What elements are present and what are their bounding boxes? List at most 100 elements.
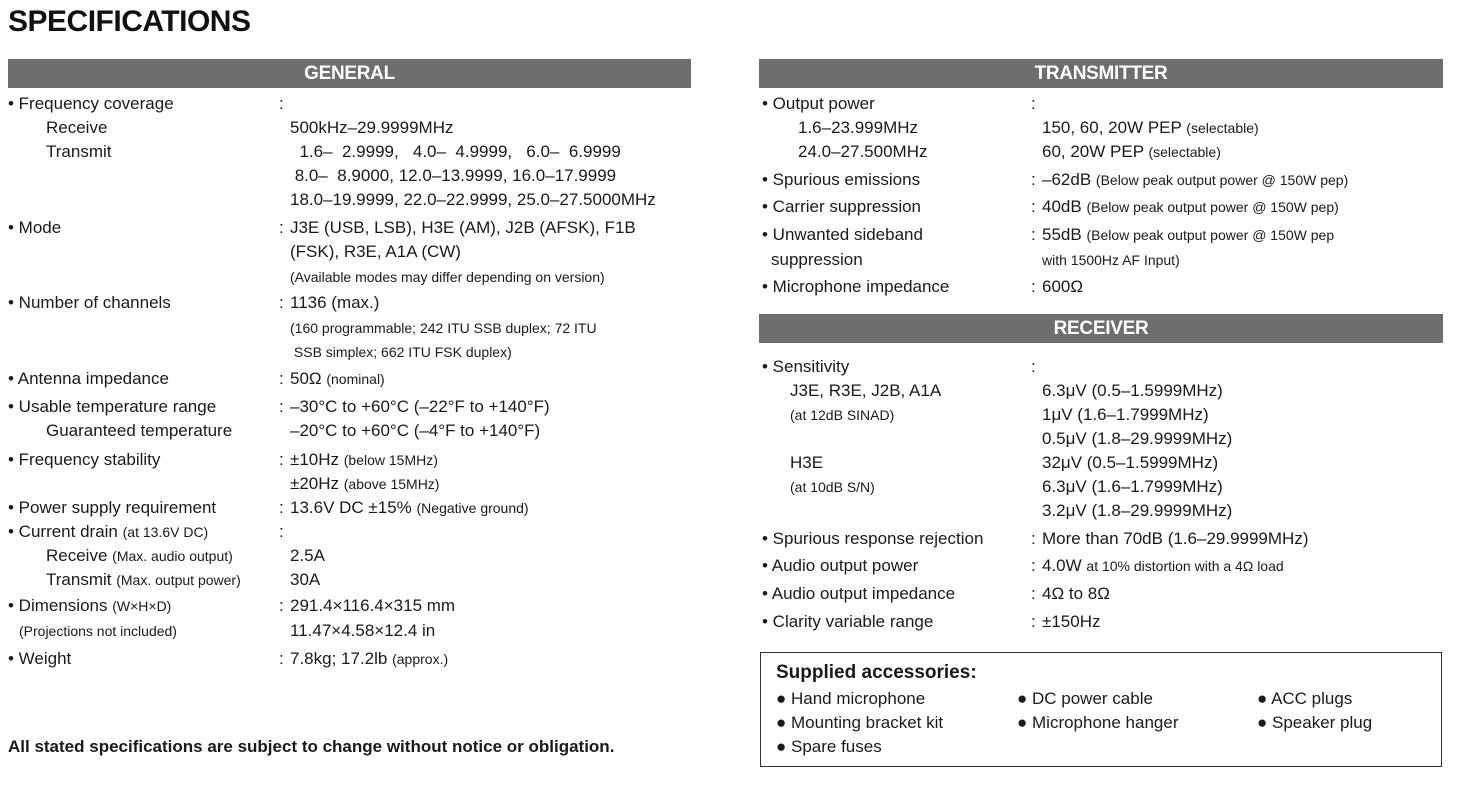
spec-label: • Sensitivity bbox=[762, 356, 849, 378]
spec-label-note: (W×H×D) bbox=[112, 598, 172, 614]
spec-value: ±150Hz bbox=[1042, 611, 1100, 633]
spec-value-text: 0.5μV (1.8–29.9999MHz) bbox=[1042, 429, 1233, 448]
spec-row: • Dimensions (W×H×D):291.4×116.4×315 mm bbox=[0, 595, 1464, 617]
spec-row: • Carrier suppression:40dB (Below peak o… bbox=[0, 196, 1464, 218]
spec-value-note: (above 15MHz) bbox=[343, 476, 440, 492]
accessory-label: Microphone hanger bbox=[1032, 713, 1179, 732]
spec-row: • Antenna impedance:50Ω (nominal) bbox=[0, 368, 1464, 390]
spec-value: –62dB (Below peak output power @ 150W pe… bbox=[1042, 169, 1348, 191]
spec-label: • Number of channels bbox=[8, 292, 171, 314]
spec-label-text: • Spurious response rejection bbox=[762, 529, 984, 548]
spec-value: 8.0– 8.9000, 12.0–13.9999, 16.0–17.9999 bbox=[290, 165, 616, 187]
spec-label-text: Transmit bbox=[46, 570, 112, 589]
spec-label: (at 10dB S/N) bbox=[790, 476, 875, 498]
spec-value: 0.5μV (1.8–29.9999MHz) bbox=[1042, 428, 1232, 450]
accessory-item: ● Microphone hanger bbox=[1017, 713, 1178, 733]
spec-value-text: 1136 (max.) bbox=[290, 293, 380, 312]
spec-value-note: (nominal) bbox=[326, 371, 385, 387]
spec-label: • Microphone impedance bbox=[762, 276, 949, 298]
colon-separator: : bbox=[279, 649, 284, 668]
spec-value-note: (Below peak output power @ 150W pep) bbox=[1086, 199, 1339, 215]
spec-label-text: suppression bbox=[771, 250, 863, 269]
spec-row: • Number of channels:1136 (max.) bbox=[0, 292, 1464, 314]
spec-label: • Mode bbox=[8, 217, 61, 239]
colon-separator: : bbox=[1031, 170, 1036, 189]
spec-row: J3E, R3E, J2B, A1A 6.3μV (0.5–1.5999MHz) bbox=[0, 380, 1464, 402]
spec-value: J3E (USB, LSB), H3E (AM), J2B (AFSK), F1… bbox=[290, 217, 636, 239]
spec-label-text: Receive bbox=[46, 546, 108, 565]
supplied-accessories-box: Supplied accessories: ● Hand microphone ●… bbox=[760, 652, 1442, 767]
spec-label: Receive bbox=[46, 117, 107, 139]
spec-label: • Output power bbox=[762, 93, 875, 115]
spec-label-text: • Frequency coverage bbox=[8, 94, 174, 113]
spec-label-text: 24.0–27.500MHz bbox=[798, 142, 928, 161]
spec-label-note: (Max. output power) bbox=[116, 572, 241, 588]
spec-value-text: 6.3μV (1.6–1.7999MHz) bbox=[1042, 477, 1223, 496]
spec-value-text: 55dB bbox=[1042, 225, 1082, 244]
spec-value-text: 11.47×4.58×12.4 in bbox=[290, 621, 436, 640]
spec-label: (at 12dB SINAD) bbox=[790, 404, 894, 426]
spec-value: 2.5A bbox=[290, 545, 325, 567]
spec-value-text: 6.3μV (0.5–1.5999MHz) bbox=[1042, 381, 1223, 400]
spec-label: suppression bbox=[771, 249, 863, 271]
colon-separator: : bbox=[279, 498, 284, 517]
spec-value: 7.8kg; 17.2lb (approx.) bbox=[290, 648, 448, 670]
spec-row: ±20Hz (above 15MHz) bbox=[0, 473, 1464, 495]
spec-value: 6.3μV (1.6–1.7999MHz) bbox=[1042, 476, 1223, 498]
spec-label-text: • Microphone impedance bbox=[762, 277, 950, 296]
spec-value: ±20Hz (above 15MHz) bbox=[290, 473, 439, 495]
spec-row: (160 programmable; 242 ITU SSB duplex; 7… bbox=[0, 317, 1464, 339]
spec-row: 18.0–19.9999, 22.0–22.9999, 25.0–27.5000… bbox=[0, 189, 1464, 211]
spec-value-text: ±20Hz bbox=[290, 474, 340, 493]
spec-value-text: 8.0– 8.9000, 12.0–13.9999, 16.0–17.9999 bbox=[290, 166, 617, 185]
spec-row: • Spurious response rejection: More than … bbox=[0, 528, 1464, 550]
colon-separator: : bbox=[279, 397, 284, 416]
spec-label: 1.6–23.999MHz bbox=[798, 117, 918, 139]
spec-label: H3E bbox=[790, 452, 823, 474]
spec-label-text: • Clarity variable range bbox=[762, 612, 934, 631]
bullet-icon: ● bbox=[776, 689, 791, 708]
colon-separator: : bbox=[279, 94, 284, 113]
spec-value: 18.0–19.9999, 22.0–22.9999, 25.0–27.5000… bbox=[290, 189, 656, 211]
spec-value-note: at 10% distortion with a 4Ω load bbox=[1086, 558, 1284, 574]
spec-row: • Audio output impedance:4Ω to 8Ω bbox=[0, 583, 1464, 605]
spec-label-note: (at 12dB SINAD) bbox=[790, 407, 895, 423]
spec-value-text: 1.6– 2.9999, 4.0– 4.9999, 6.0– 6.9999 bbox=[290, 142, 621, 161]
spec-value: 3.2μV (1.8–29.9999MHz) bbox=[1042, 500, 1232, 522]
spec-value: 291.4×116.4×315 mm bbox=[290, 595, 455, 617]
spec-value-note: with 1500Hz AF Input) bbox=[1042, 252, 1180, 268]
spec-value-note: (Below peak output power @ 150W pep) bbox=[1095, 172, 1349, 188]
accessory-label: Mounting bracket kit bbox=[791, 713, 944, 732]
colon-separator: : bbox=[279, 450, 284, 469]
spec-label: • Current drain (at 13.6V DC) bbox=[8, 521, 208, 543]
spec-label: Guaranteed temperature bbox=[46, 420, 232, 442]
spec-row: 24.0–27.500MHz 60, 20W PEP (selectable) bbox=[0, 141, 1464, 163]
spec-row: (at 10dB S/N) 6.3μV (1.6–1.7999MHz) bbox=[0, 476, 1464, 498]
spec-label: Receive (Max. audio output) bbox=[46, 545, 233, 567]
spec-value: ±10Hz (below 15MHz) bbox=[290, 449, 438, 471]
bullet-icon: ● bbox=[1257, 689, 1272, 708]
colon-separator: : bbox=[1031, 357, 1036, 376]
spec-label-note: (at 10dB S/N) bbox=[790, 479, 875, 495]
colon-separator: : bbox=[1031, 584, 1036, 603]
spec-value-text: –62dB bbox=[1042, 170, 1092, 189]
bullet-icon: ● bbox=[1257, 713, 1272, 732]
spec-label-text: J3E, R3E, J2B, A1A bbox=[790, 381, 942, 400]
colon-separator: : bbox=[279, 293, 284, 312]
accessories-title: Supplied accessories: bbox=[776, 662, 977, 683]
spec-row: (Projections not included) 11.47×4.58×12.… bbox=[0, 620, 1464, 642]
colon-separator: : bbox=[1031, 612, 1036, 631]
spec-label-text: • Output power bbox=[762, 94, 875, 113]
spec-label-text: • Number of channels bbox=[8, 293, 171, 312]
spec-value: 1.6– 2.9999, 4.0– 4.9999, 6.0– 6.9999 bbox=[290, 141, 621, 163]
spec-row: 3.2μV (1.8–29.9999MHz) bbox=[0, 500, 1464, 522]
spec-row: • Spurious emissions: –62dB (Below peak o… bbox=[0, 169, 1464, 191]
spec-row: • Frequency stability: ±10Hz (below 15MHz… bbox=[0, 449, 1464, 471]
spec-label-text: • Usable temperature range bbox=[8, 397, 217, 416]
spec-value: 1μV (1.6–1.7999MHz) bbox=[1042, 404, 1209, 426]
spec-row: 0.5μV (1.8–29.9999MHz) bbox=[0, 428, 1464, 450]
spec-label: • Carrier suppression bbox=[762, 196, 921, 218]
spec-value: SSB simplex; 662 ITU FSK duplex) bbox=[290, 341, 512, 363]
spec-value-text: 2.5A bbox=[290, 546, 325, 565]
spec-value-text: 18.0–19.9999, 22.0–22.9999, 25.0–27.5000… bbox=[290, 190, 656, 209]
